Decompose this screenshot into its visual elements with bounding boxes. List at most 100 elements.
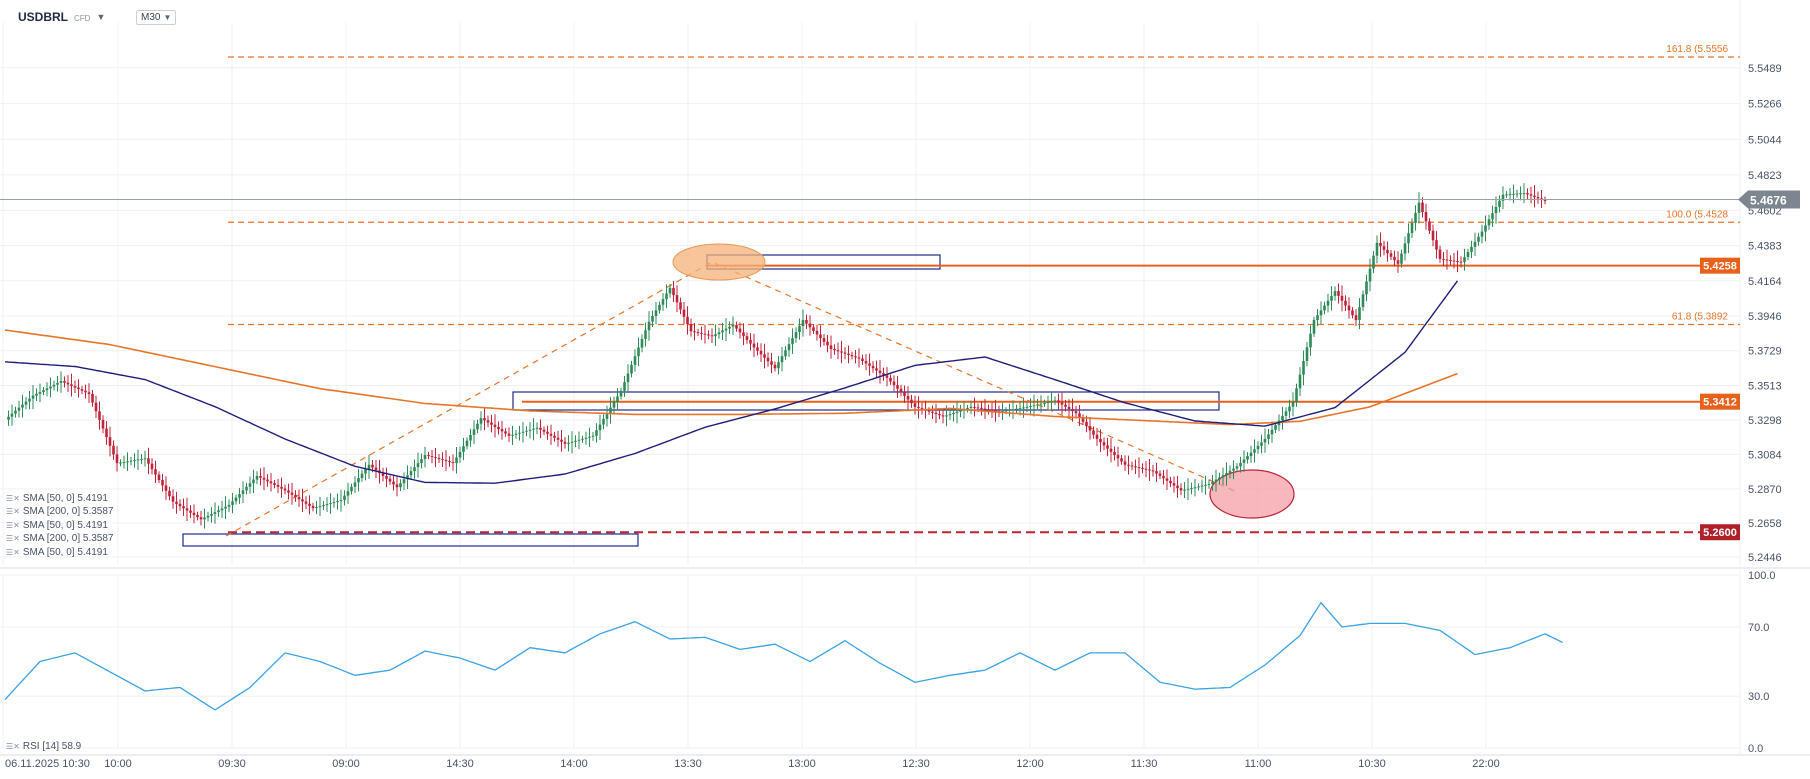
candle-body (154, 469, 157, 475)
candle-body (507, 433, 511, 436)
rsi-tick-label: 30.0 (1748, 691, 1769, 703)
rsi-legend[interactable]: ☰✕ RSI [14] 58.9 (6, 741, 81, 752)
candle-body (931, 411, 934, 413)
candle-body (1116, 455, 1120, 459)
candle-body (1522, 193, 1526, 195)
candle-body (406, 475, 409, 480)
candle-body (178, 503, 182, 507)
candle-body (462, 446, 465, 452)
candle-body (700, 332, 703, 334)
sma50-line (4, 280, 1459, 484)
candle-body (1015, 408, 1018, 410)
candle-body (1190, 488, 1193, 490)
candle-body (374, 467, 378, 471)
candle-body (1305, 347, 1309, 362)
candle-body (1491, 213, 1494, 220)
timeframe-selector[interactable]: M30 ▼ (136, 10, 177, 25)
candle-body (787, 344, 791, 351)
candle-body (1123, 461, 1127, 465)
candle-body (731, 324, 735, 327)
y-tick-label: 5.3729 (1748, 346, 1782, 358)
candle-body (1302, 361, 1305, 375)
candle-body (780, 356, 784, 363)
candle-body (630, 364, 633, 374)
candle-body (224, 506, 227, 509)
settings-icon[interactable]: ☰✕ (6, 534, 20, 544)
price-tag-label: 5.3412 (1703, 397, 1737, 409)
x-tick-label: 12:30 (902, 758, 930, 770)
candle-body (392, 481, 395, 485)
timeframe-label: M30 (141, 12, 161, 23)
candle-body (1200, 485, 1204, 487)
candle-body (479, 418, 483, 424)
candle-body (581, 438, 584, 440)
settings-icon[interactable]: ☰✕ (6, 742, 20, 751)
x-tick-label: 14:30 (446, 758, 474, 770)
candle-body (1260, 442, 1263, 446)
candle-body (430, 456, 434, 458)
candle-body (651, 316, 654, 322)
settings-icon[interactable]: ☰✕ (6, 520, 20, 530)
legend-item[interactable]: ☰✕ SMA [50, 0] 5.4191 (6, 519, 108, 531)
candle-body (276, 485, 280, 487)
candle-body (1410, 223, 1414, 234)
candle-body (364, 469, 367, 474)
candle-body (1127, 464, 1130, 466)
x-tick-label: 13:00 (788, 758, 816, 770)
candle-body (749, 339, 752, 344)
candle-body (381, 473, 385, 476)
candle-body (794, 332, 798, 339)
candle-body (1214, 479, 1218, 482)
candle-body (1029, 406, 1032, 408)
candle-body (108, 437, 112, 446)
candle-body (143, 458, 147, 460)
x-tick-label: 14:00 (560, 758, 588, 770)
candle-body (98, 411, 101, 420)
price-tag-label: 5.4258 (1703, 261, 1737, 273)
candle-body (1071, 408, 1074, 412)
legend-item[interactable]: ☰✕ SMA [200, 0] 5.3587 (6, 506, 114, 518)
settings-icon[interactable]: ☰✕ (6, 507, 20, 517)
candle-body (1337, 291, 1340, 296)
chevron-down-icon[interactable]: ▼ (96, 12, 106, 22)
y-tick-label: 5.5044 (1748, 134, 1782, 146)
candle-body (1396, 260, 1400, 264)
candle-body (217, 510, 220, 513)
fib-label: 100.0 (5.4528 (1666, 209, 1728, 220)
candle-body (1417, 202, 1421, 213)
symbol-header[interactable]: USDBRL CFD ▼ (18, 10, 105, 24)
candle-body (266, 479, 269, 482)
candle-body (623, 382, 626, 391)
candle-body (1225, 472, 1228, 476)
legend-item[interactable]: ☰✕ SMA [50, 0] 5.4191 (6, 546, 108, 558)
candle-body (1319, 310, 1323, 316)
candle-body (990, 409, 994, 411)
candle-body (472, 429, 476, 435)
candle-body (805, 320, 808, 324)
candle-body (1148, 469, 1151, 471)
candle-body (689, 324, 693, 332)
candle-body (1295, 388, 1298, 403)
candle-body (658, 304, 661, 311)
settings-icon[interactable]: ☰✕ (6, 494, 20, 503)
candle-body (1403, 243, 1407, 254)
candle-body (1183, 489, 1186, 491)
legend-item[interactable]: ☰✕ SMA [50, 0] 5.4191 (6, 493, 108, 504)
candle-body (168, 490, 171, 497)
candle-body (955, 411, 959, 413)
highlight-ellipse (672, 243, 766, 281)
candle-body (679, 302, 682, 310)
candle-body (290, 492, 294, 495)
fib-label: 161.8 (5.5556 (1666, 44, 1728, 55)
candle-body (1008, 409, 1011, 411)
candle-body (612, 402, 616, 408)
candle-body (1158, 473, 1162, 476)
candle-body (976, 407, 980, 409)
candle-body (234, 497, 238, 502)
candle-body (140, 458, 143, 460)
candle-body (850, 354, 854, 357)
settings-icon[interactable]: ☰✕ (6, 547, 20, 557)
legend-item[interactable]: ☰✕ SMA [200, 0] 5.3587 (6, 533, 114, 545)
candle-body (1060, 402, 1064, 405)
